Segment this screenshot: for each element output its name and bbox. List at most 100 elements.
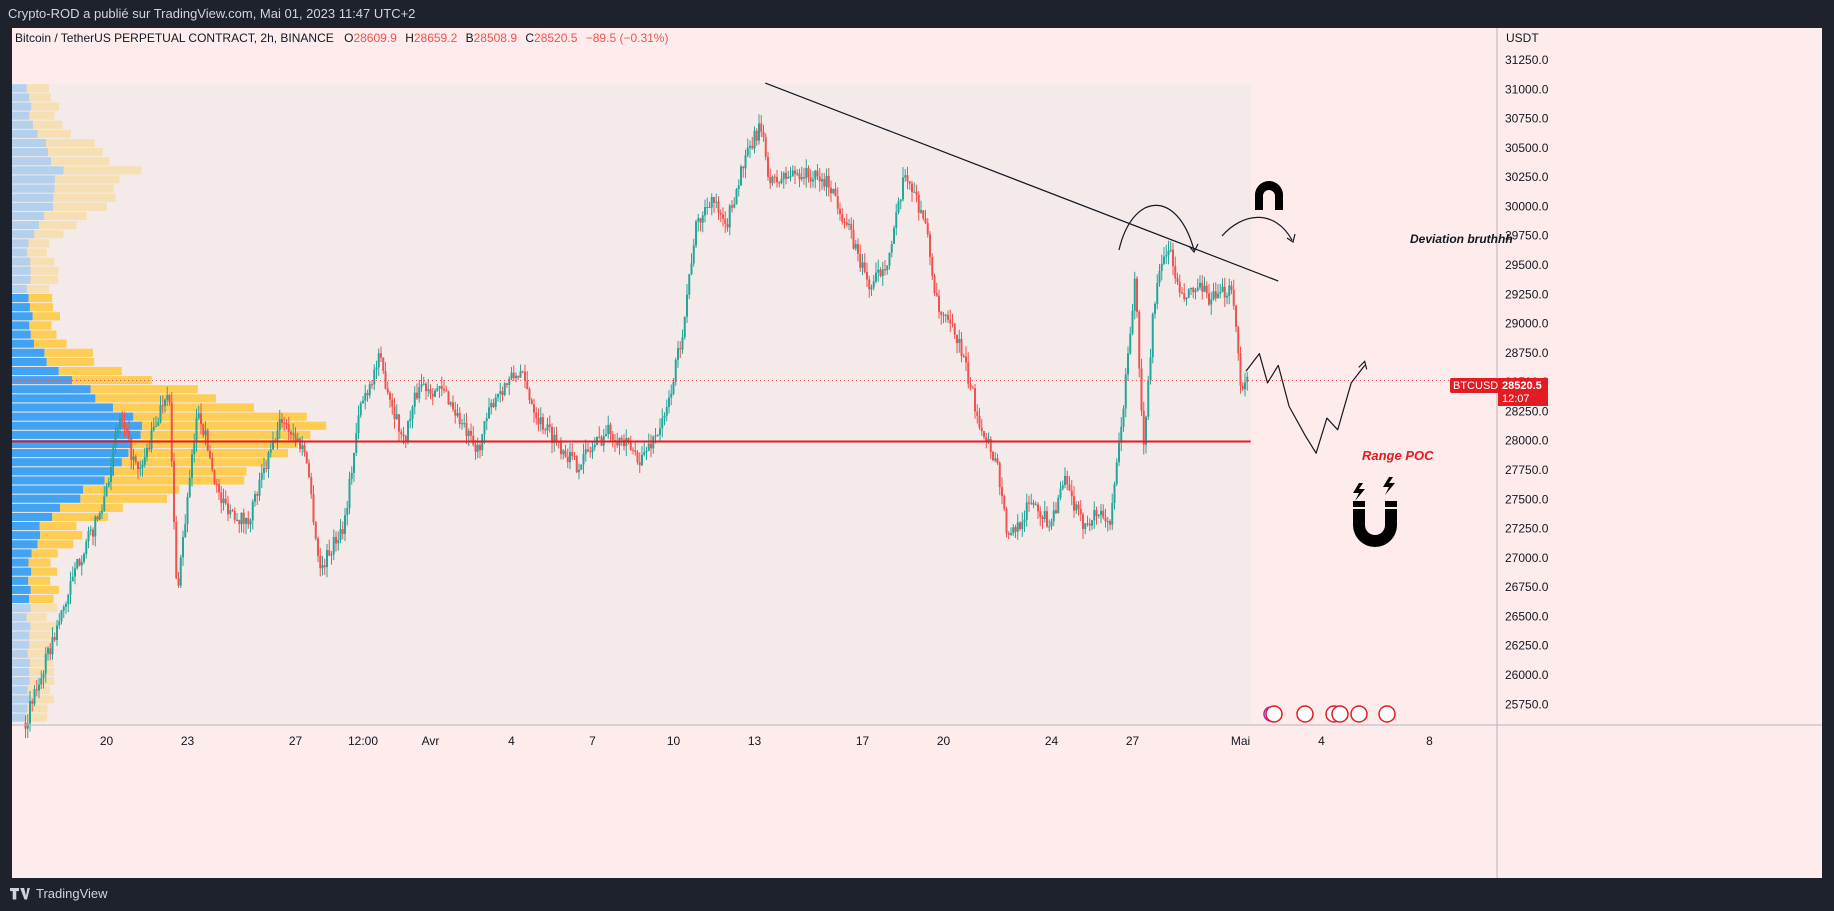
candle-body [1118, 442, 1120, 463]
candle-body [364, 392, 367, 401]
candle-body [1145, 416, 1147, 445]
candle-body [472, 435, 475, 445]
candle [616, 432, 619, 448]
candle [719, 209, 722, 222]
volume-profile-sell-bar [54, 184, 114, 193]
candle-body [1052, 510, 1055, 522]
candle [206, 428, 209, 452]
volume-profile-buy-bar [12, 321, 30, 330]
candle [816, 164, 819, 180]
candle-body [789, 176, 792, 178]
candle-body [551, 426, 553, 443]
event-flag-icon[interactable] [1265, 705, 1283, 723]
candle-body [56, 625, 58, 640]
candle-body [661, 418, 664, 429]
trendline[interactable] [765, 82, 1279, 282]
candle-body [530, 399, 533, 405]
candle [868, 275, 871, 298]
candle [1169, 241, 1172, 253]
event-flag-icon[interactable] [1350, 705, 1368, 723]
candle [1194, 287, 1197, 300]
candle-body [1140, 368, 1143, 411]
event-flag-icon[interactable] [1331, 705, 1349, 723]
candle [701, 211, 704, 233]
candle-body [1059, 488, 1062, 498]
candle-body [362, 400, 364, 404]
candle-body [332, 536, 335, 555]
time-axis[interactable]: 20 23 27 12:00 Avr 4 7 10 13 17 20 24 27 Mai 4 8 [100, 734, 1433, 748]
candle [1228, 278, 1231, 305]
candle [546, 417, 549, 438]
candle-body [886, 265, 889, 271]
chart-canvas[interactable]: 25750.0 26000.0 26250.0 26500.0 26750.0 27000… [12, 28, 1822, 878]
candle [722, 207, 724, 227]
candle [803, 167, 805, 185]
event-flag-icon[interactable] [1296, 705, 1314, 723]
candle-body [123, 421, 126, 429]
candle-body [103, 496, 106, 512]
candle [470, 423, 472, 442]
candle [1023, 510, 1026, 533]
time-tick-label: 10 [667, 734, 681, 748]
candle-body [215, 483, 218, 485]
candle-body [827, 175, 830, 188]
price-tick-label: 30000.0 [1505, 199, 1549, 213]
candle [348, 471, 351, 515]
candle [501, 386, 504, 402]
candle [1061, 480, 1064, 491]
candle [1021, 512, 1024, 537]
deviation-annotation[interactable]: Deviation bruthhh [1410, 232, 1513, 246]
candle [98, 511, 101, 521]
economic-events[interactable] [1263, 705, 1396, 723]
volume-profile-buy-bar [12, 284, 27, 293]
candle-body [958, 338, 961, 344]
candle [395, 404, 398, 420]
range-poc-label[interactable]: Range POC [1362, 448, 1434, 463]
candle [411, 405, 414, 429]
volume-profile-buy-bar [12, 303, 30, 312]
candle-body [236, 519, 238, 521]
volume-profile-sell-bar [47, 148, 103, 157]
candle-body [398, 414, 400, 432]
candle [267, 450, 270, 478]
candle [215, 479, 218, 493]
candle [1133, 271, 1136, 320]
candle [211, 452, 214, 473]
volume-profile-sell-bar [33, 339, 67, 348]
currency-label[interactable]: USDT [1506, 31, 1539, 45]
volume-profile-sell-bar [29, 111, 55, 120]
candle [584, 439, 587, 462]
candle [1014, 524, 1017, 539]
candle [24, 715, 27, 739]
volume-profile-buy-bar [12, 394, 96, 403]
candle-body [67, 594, 70, 604]
candle-body [312, 493, 315, 523]
volume-profile-sell-bar [133, 412, 307, 421]
candle-body [668, 397, 670, 408]
event-flag-icon[interactable] [1378, 705, 1396, 723]
candle-body [926, 223, 929, 235]
magnet-icon [1255, 181, 1283, 210]
candle-body [897, 201, 900, 213]
price-tick-label: 27000.0 [1505, 551, 1549, 565]
candle [143, 447, 146, 468]
candle [980, 419, 983, 436]
legend-high-label: H [405, 31, 414, 45]
projection-path[interactable] [1245, 353, 1366, 454]
volume-profile-buy-bar [12, 713, 26, 722]
candle [861, 254, 864, 276]
candle [688, 273, 691, 299]
rejection-arc[interactable] [1118, 204, 1195, 251]
candle-body [38, 684, 40, 691]
tradingview-logo[interactable]: TradingView [10, 886, 108, 901]
candle [744, 149, 747, 179]
candle [1221, 278, 1224, 293]
candle-body [119, 418, 121, 429]
chart-container[interactable]: 25750.0 26000.0 26250.0 26500.0 26750.0 27000… [12, 28, 1822, 878]
candle-body [1228, 285, 1231, 297]
legend-symbol[interactable]: Bitcoin / TetherUS PERPETUAL CONTRACT, 2… [15, 31, 334, 45]
deviation-arc[interactable] [1221, 216, 1293, 241]
candle-body [893, 227, 895, 244]
candle [526, 371, 529, 390]
candle-body [1235, 305, 1237, 327]
